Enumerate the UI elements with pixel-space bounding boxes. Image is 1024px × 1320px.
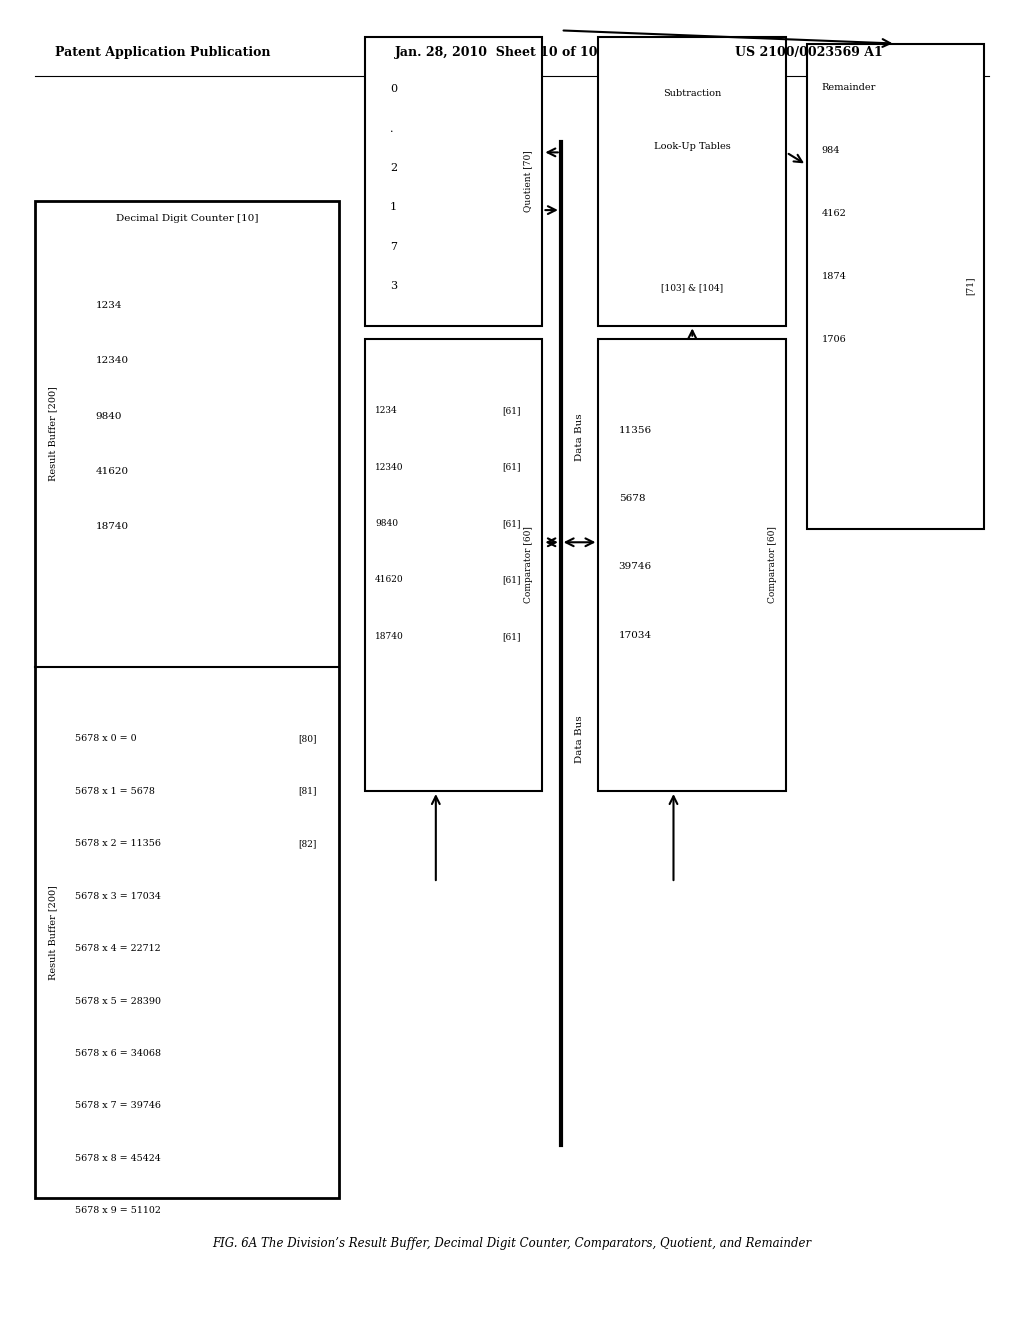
Text: Data Bus: Data Bus <box>574 715 584 763</box>
Text: 5678 x 0 = 0: 5678 x 0 = 0 <box>75 734 137 743</box>
Bar <box>598 339 786 791</box>
Text: Result Buffer [200]: Result Buffer [200] <box>48 884 57 979</box>
Text: 39746: 39746 <box>618 562 651 572</box>
Text: [61]: [61] <box>502 576 520 585</box>
Text: FIG. 6A The Division’s Result Buffer, Decimal Digit Counter, Comparators, Quotie: FIG. 6A The Division’s Result Buffer, De… <box>212 1237 812 1250</box>
Text: Comparator [60]: Comparator [60] <box>523 527 532 603</box>
Text: Look-Up Tables: Look-Up Tables <box>654 141 731 150</box>
Text: 5678 x 4 = 22712: 5678 x 4 = 22712 <box>75 944 161 953</box>
Text: 1234: 1234 <box>95 301 122 310</box>
Text: 1: 1 <box>390 202 397 213</box>
Text: 5678 x 8 = 45424: 5678 x 8 = 45424 <box>75 1154 161 1163</box>
Text: 5678: 5678 <box>618 494 645 503</box>
Text: 9840: 9840 <box>375 519 398 528</box>
Bar <box>598 37 786 326</box>
Text: Data Bus: Data Bus <box>574 413 584 461</box>
Text: Quotient [70]: Quotient [70] <box>523 150 532 213</box>
Text: 1706: 1706 <box>822 335 847 343</box>
Text: 984: 984 <box>822 145 841 154</box>
Text: 41620: 41620 <box>95 467 129 475</box>
Text: US 2100/0023569 A1: US 2100/0023569 A1 <box>735 46 883 59</box>
Text: 5678 x 6 = 34068: 5678 x 6 = 34068 <box>75 1049 161 1059</box>
Text: [61]: [61] <box>502 632 520 642</box>
Text: Patent Application Publication: Patent Application Publication <box>55 46 270 59</box>
Text: [61]: [61] <box>502 463 520 471</box>
Text: [80]: [80] <box>299 734 317 743</box>
Text: Subtraction: Subtraction <box>664 90 721 99</box>
Text: 3: 3 <box>390 281 397 292</box>
Text: 12340: 12340 <box>95 356 129 366</box>
Text: 2: 2 <box>390 164 397 173</box>
Text: 9840: 9840 <box>95 412 122 421</box>
Text: Jan. 28, 2010  Sheet 10 of 10: Jan. 28, 2010 Sheet 10 of 10 <box>395 46 599 59</box>
Text: 7: 7 <box>390 242 397 252</box>
Text: [61]: [61] <box>502 519 520 528</box>
Text: [71]: [71] <box>966 277 975 296</box>
Text: 41620: 41620 <box>375 576 403 585</box>
Text: 11356: 11356 <box>618 426 651 436</box>
Text: Comparator [60]: Comparator [60] <box>768 527 776 603</box>
Text: 0: 0 <box>390 84 397 95</box>
Text: [81]: [81] <box>299 787 317 796</box>
Bar <box>807 44 984 529</box>
Text: [61]: [61] <box>502 407 520 416</box>
Text: Result Buffer [200]: Result Buffer [200] <box>48 387 57 482</box>
Text: 5678 x 5 = 28390: 5678 x 5 = 28390 <box>75 997 161 1006</box>
Text: 4162: 4162 <box>822 209 847 218</box>
Text: 5678 x 9 = 51102: 5678 x 9 = 51102 <box>75 1206 161 1216</box>
Bar <box>365 339 543 791</box>
Text: Remainder: Remainder <box>822 83 877 92</box>
Text: 5678 x 2 = 11356: 5678 x 2 = 11356 <box>75 840 161 849</box>
Text: 1874: 1874 <box>822 272 847 281</box>
Text: 5678 x 7 = 39746: 5678 x 7 = 39746 <box>75 1101 161 1110</box>
Text: [103] & [104]: [103] & [104] <box>662 284 723 293</box>
Bar <box>365 37 543 326</box>
Text: 18740: 18740 <box>375 632 403 642</box>
Text: .: . <box>390 124 393 133</box>
Bar <box>35 201 339 1197</box>
Text: 18740: 18740 <box>95 521 129 531</box>
Text: Decimal Digit Counter [10]: Decimal Digit Counter [10] <box>116 214 258 223</box>
Text: [82]: [82] <box>299 840 317 849</box>
Text: 17034: 17034 <box>618 631 651 640</box>
Text: 12340: 12340 <box>375 463 403 471</box>
Text: 1234: 1234 <box>375 407 397 416</box>
Text: 5678 x 3 = 17034: 5678 x 3 = 17034 <box>75 891 161 900</box>
Text: 5678 x 1 = 5678: 5678 x 1 = 5678 <box>75 787 156 796</box>
